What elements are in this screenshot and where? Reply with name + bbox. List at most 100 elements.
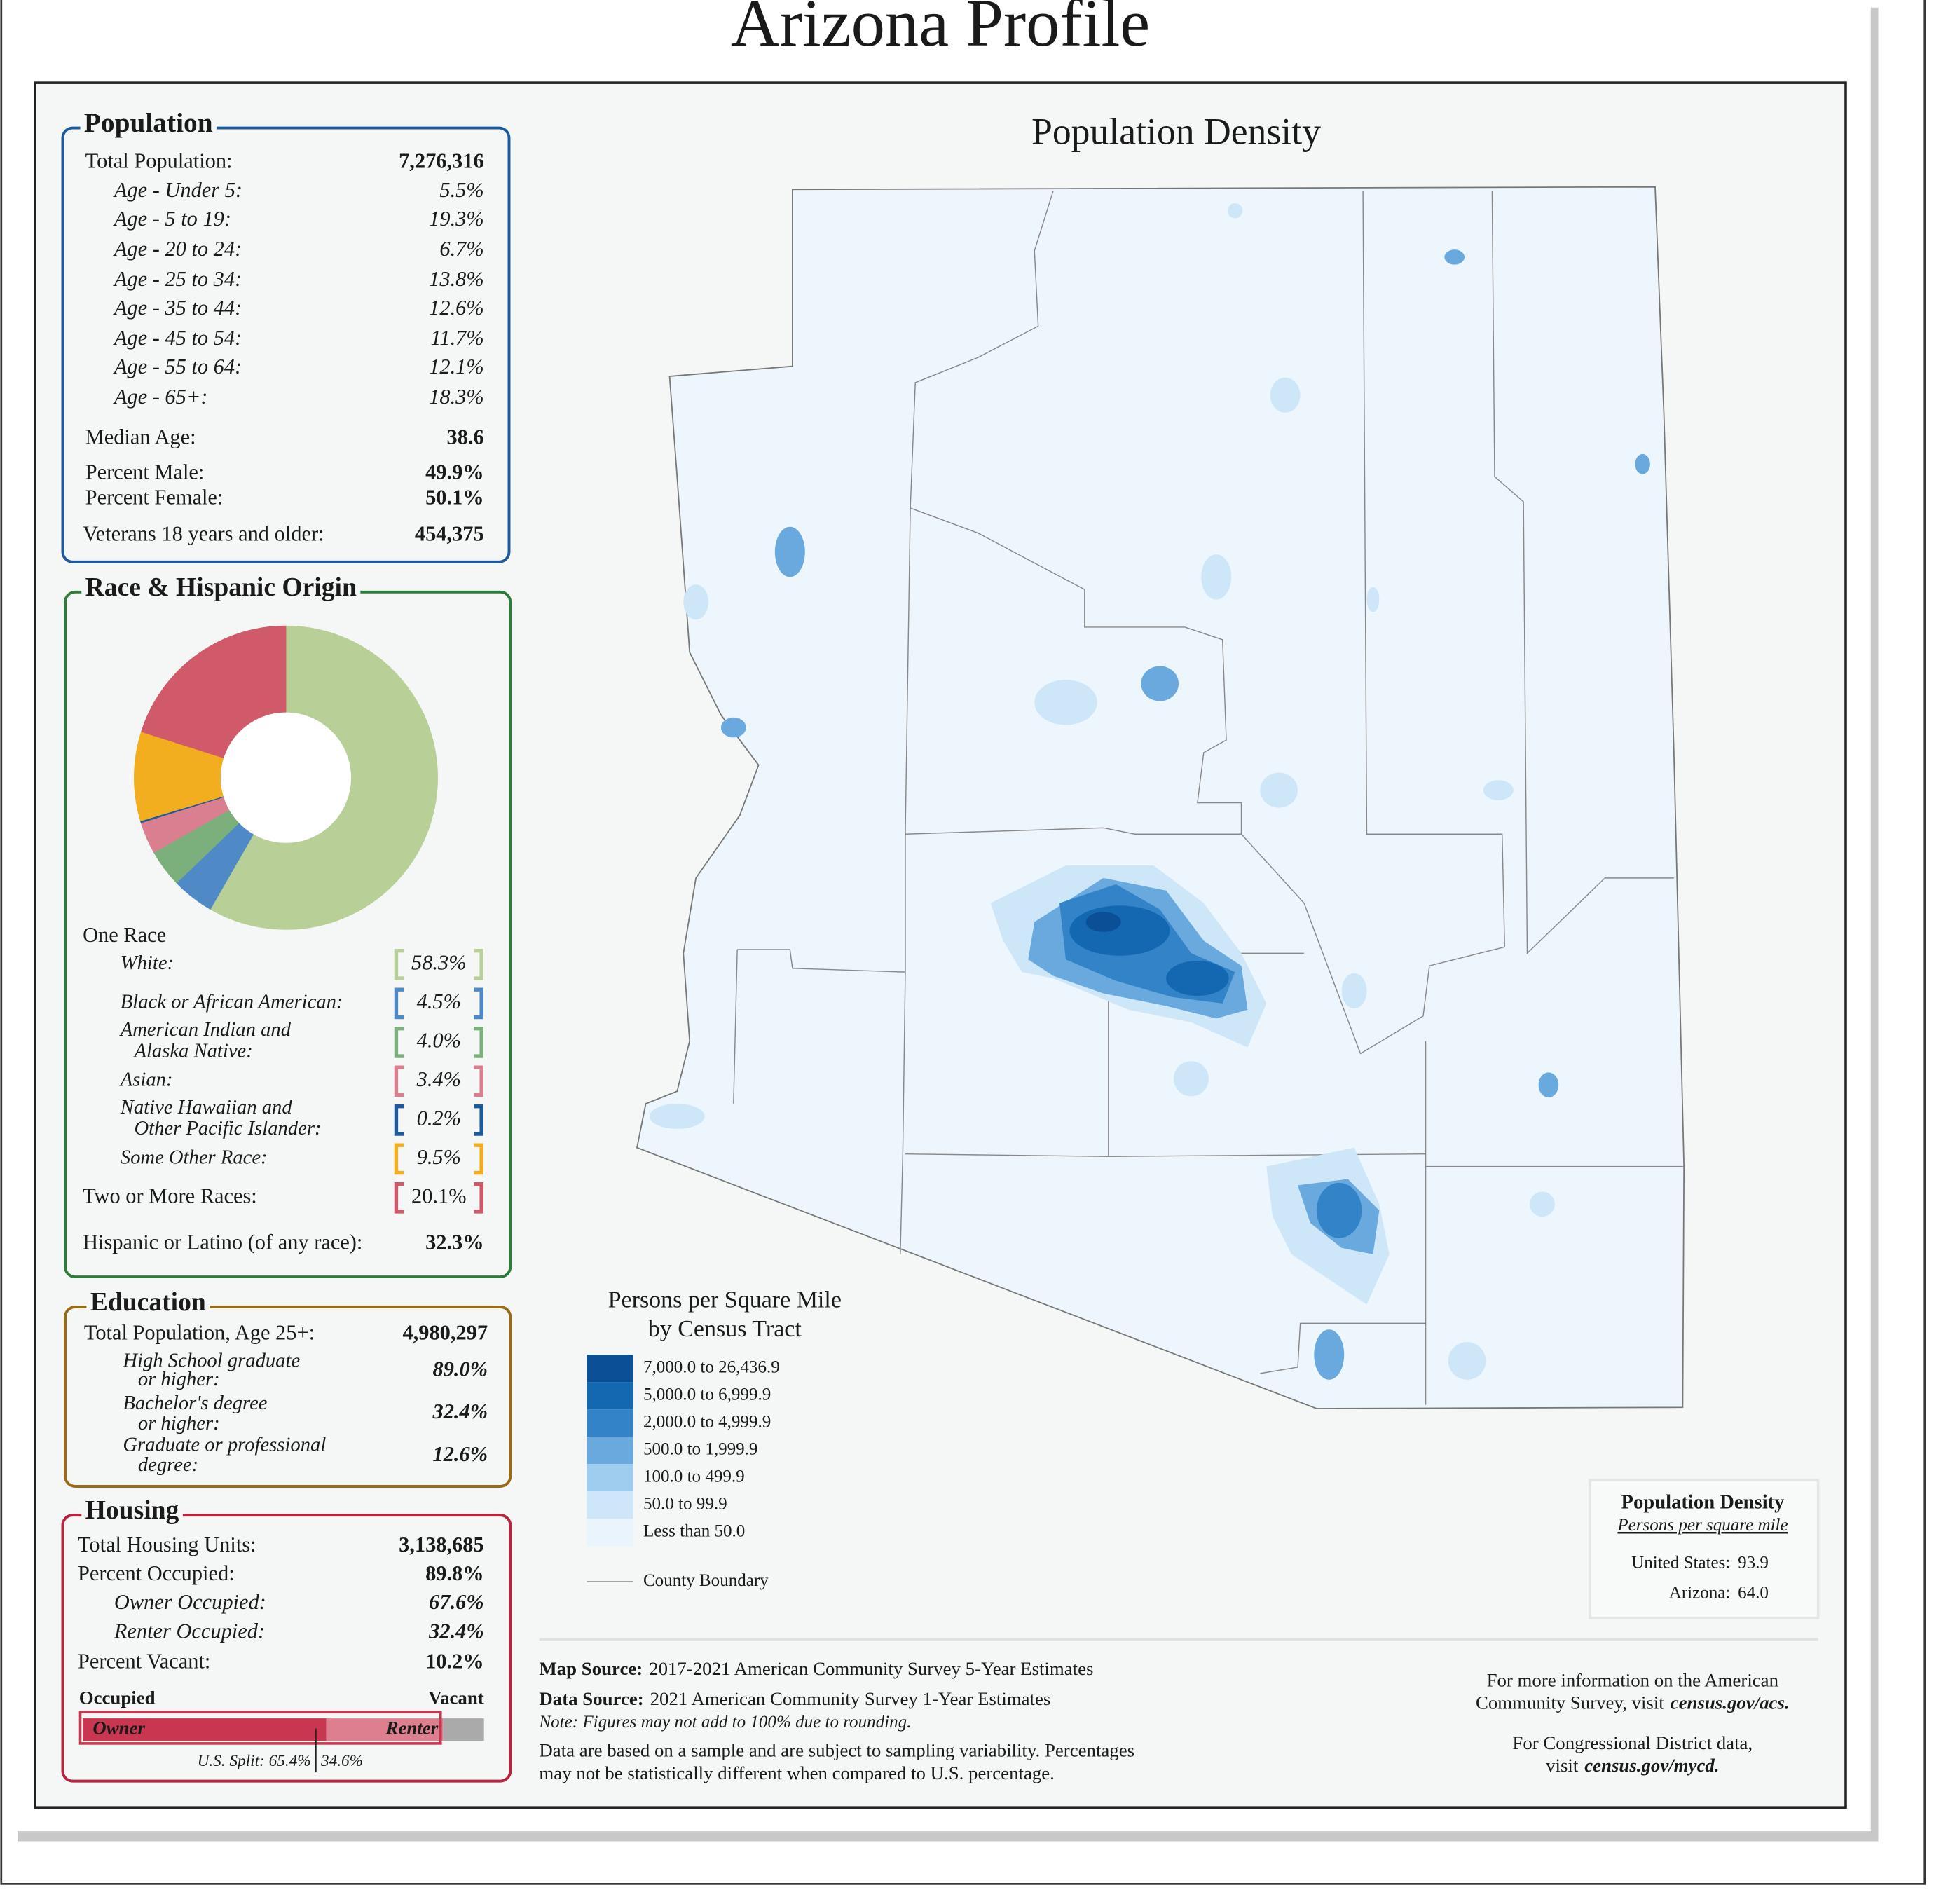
legend-label: 100.0 to 499.9 [643, 1467, 745, 1486]
bar-label: Occupied [79, 1687, 156, 1708]
race-value: 4.0% [417, 1028, 461, 1052]
race-label: Other Pacific Islander: [134, 1117, 321, 1139]
race-value: 0.2% [417, 1106, 461, 1130]
map-title: Population Density [1031, 111, 1321, 153]
map-source-text: 2017-2021 American Community Survey 5-Ye… [649, 1658, 1093, 1679]
row-label: Percent Vacant: [78, 1649, 210, 1673]
row-value: 11.7% [430, 326, 483, 350]
row-label: Age - Under 5: [113, 178, 242, 202]
density-box [1589, 1479, 1820, 1619]
row-value: 49.9% [425, 460, 484, 484]
tract-area [1635, 453, 1650, 474]
row-label: Age - 5 to 19: [113, 207, 231, 231]
row-value: 50.1% [425, 485, 484, 509]
county-boundary [1240, 191, 1506, 1055]
data-source: Data Source: 2021 American Community Surv… [539, 1688, 1050, 1709]
bar-label: Vacant [428, 1687, 484, 1708]
data-source-label: Data Source: [539, 1688, 643, 1709]
tract-area [1366, 587, 1380, 612]
row-label: Total Population, Age 25+: [84, 1320, 315, 1344]
info-link: census.gov/mycd. [1584, 1755, 1719, 1776]
row-value: 67.6% [429, 1590, 484, 1614]
heading-gap [86, 1292, 210, 1322]
tract-area [720, 717, 746, 738]
tract-area [649, 1104, 705, 1129]
tract-area [1034, 680, 1097, 725]
renter-bar [326, 1718, 444, 1741]
tract-area [1201, 554, 1232, 600]
bracket [394, 1143, 483, 1175]
info-text: visit census.gov/mycd. [1546, 1755, 1719, 1776]
row-value: 12.6% [429, 296, 484, 320]
legend-swatch [587, 1382, 633, 1410]
row-value: 32.3% [425, 1231, 484, 1254]
row-label: Age - 55 to 64: [113, 355, 242, 378]
legend-swatch [587, 1519, 633, 1547]
bar-label: Owner [92, 1717, 145, 1738]
info-link: census.gov/acs. [1671, 1692, 1790, 1713]
map-source: Map Source: 2017-2021 American Community … [539, 1658, 1093, 1679]
info-text: visit [1546, 1755, 1579, 1776]
density-value: 93.9 [1738, 1554, 1769, 1573]
bracket [394, 1026, 483, 1058]
row-label: Age - 65+: [113, 385, 208, 409]
row-value: 7,276,316 [399, 149, 484, 173]
us-split-label: 34.6% [320, 1752, 363, 1770]
row-label: Total Housing Units: [78, 1533, 256, 1556]
row-value: 89.0% [433, 1357, 488, 1381]
disclaimer: may not be statistically different when … [539, 1762, 1054, 1783]
race-label: Two or More Races: [83, 1184, 257, 1207]
donut-hole [220, 712, 352, 843]
row-value: 38.6 [446, 425, 483, 448]
row-label: Hispanic or Latino (of any race): [83, 1231, 362, 1254]
legend-label: County Boundary [643, 1571, 769, 1590]
row-label: High School graduate [122, 1349, 300, 1371]
race-label: Alaska Native: [132, 1039, 252, 1062]
info-text: For Congressional District data, [1512, 1732, 1753, 1753]
county-boundary [1491, 191, 1674, 954]
state-outline [636, 186, 1685, 1409]
info-text: Community Survey, visit census.gov/acs. [1476, 1692, 1790, 1713]
vacant-bar [443, 1718, 484, 1741]
race-label: American Indian and [119, 1018, 292, 1041]
row-label: Graduate or professional [123, 1433, 326, 1456]
race-label: Some Other Race: [121, 1146, 268, 1168]
section-heading: Housing [85, 1496, 179, 1525]
data-source-text: 2021 American Community Survey 1-Year Es… [650, 1688, 1051, 1709]
race-value: 58.3% [411, 950, 467, 974]
tract-area [774, 526, 805, 577]
tract-area [1444, 249, 1465, 265]
tract-area [683, 584, 709, 620]
tract-area [1270, 377, 1301, 413]
section-heading: Population [84, 107, 213, 138]
row-label: Total Population: [85, 149, 233, 173]
tract-area [1227, 203, 1243, 219]
row-label: Median Age: [85, 425, 196, 448]
tract-area [1538, 1072, 1559, 1098]
tract-area [1314, 1329, 1345, 1380]
race-value: 3.4% [416, 1067, 461, 1091]
county-boundary [1260, 1322, 1426, 1374]
content: Population Total Population: 7,276,316 Age … [61, 107, 1820, 1783]
legend-title: by Census Tract [648, 1316, 802, 1342]
row-value: 3,138,685 [399, 1533, 484, 1556]
section-heading: Education [90, 1288, 206, 1317]
legend-label: 2,000.0 to 4,999.9 [643, 1413, 771, 1432]
legend-swatch [587, 1409, 633, 1437]
occupied-outline [78, 1711, 442, 1745]
row-value: 454,375 [415, 521, 484, 545]
bracket [394, 1065, 483, 1097]
tract-area [1260, 772, 1298, 808]
heading-gap [81, 1500, 183, 1530]
legend-title: Persons per Square Mile [608, 1287, 842, 1313]
legend-swatch [587, 1464, 633, 1492]
info-text: Community Survey, visit [1476, 1692, 1664, 1713]
tract-area [1141, 666, 1179, 701]
map-source-label: Map Source: [539, 1658, 643, 1679]
tract-area [1448, 1342, 1486, 1380]
section-box [64, 1306, 512, 1488]
race-value: 20.1% [411, 1184, 467, 1207]
row-label: or higher: [138, 1412, 220, 1434]
